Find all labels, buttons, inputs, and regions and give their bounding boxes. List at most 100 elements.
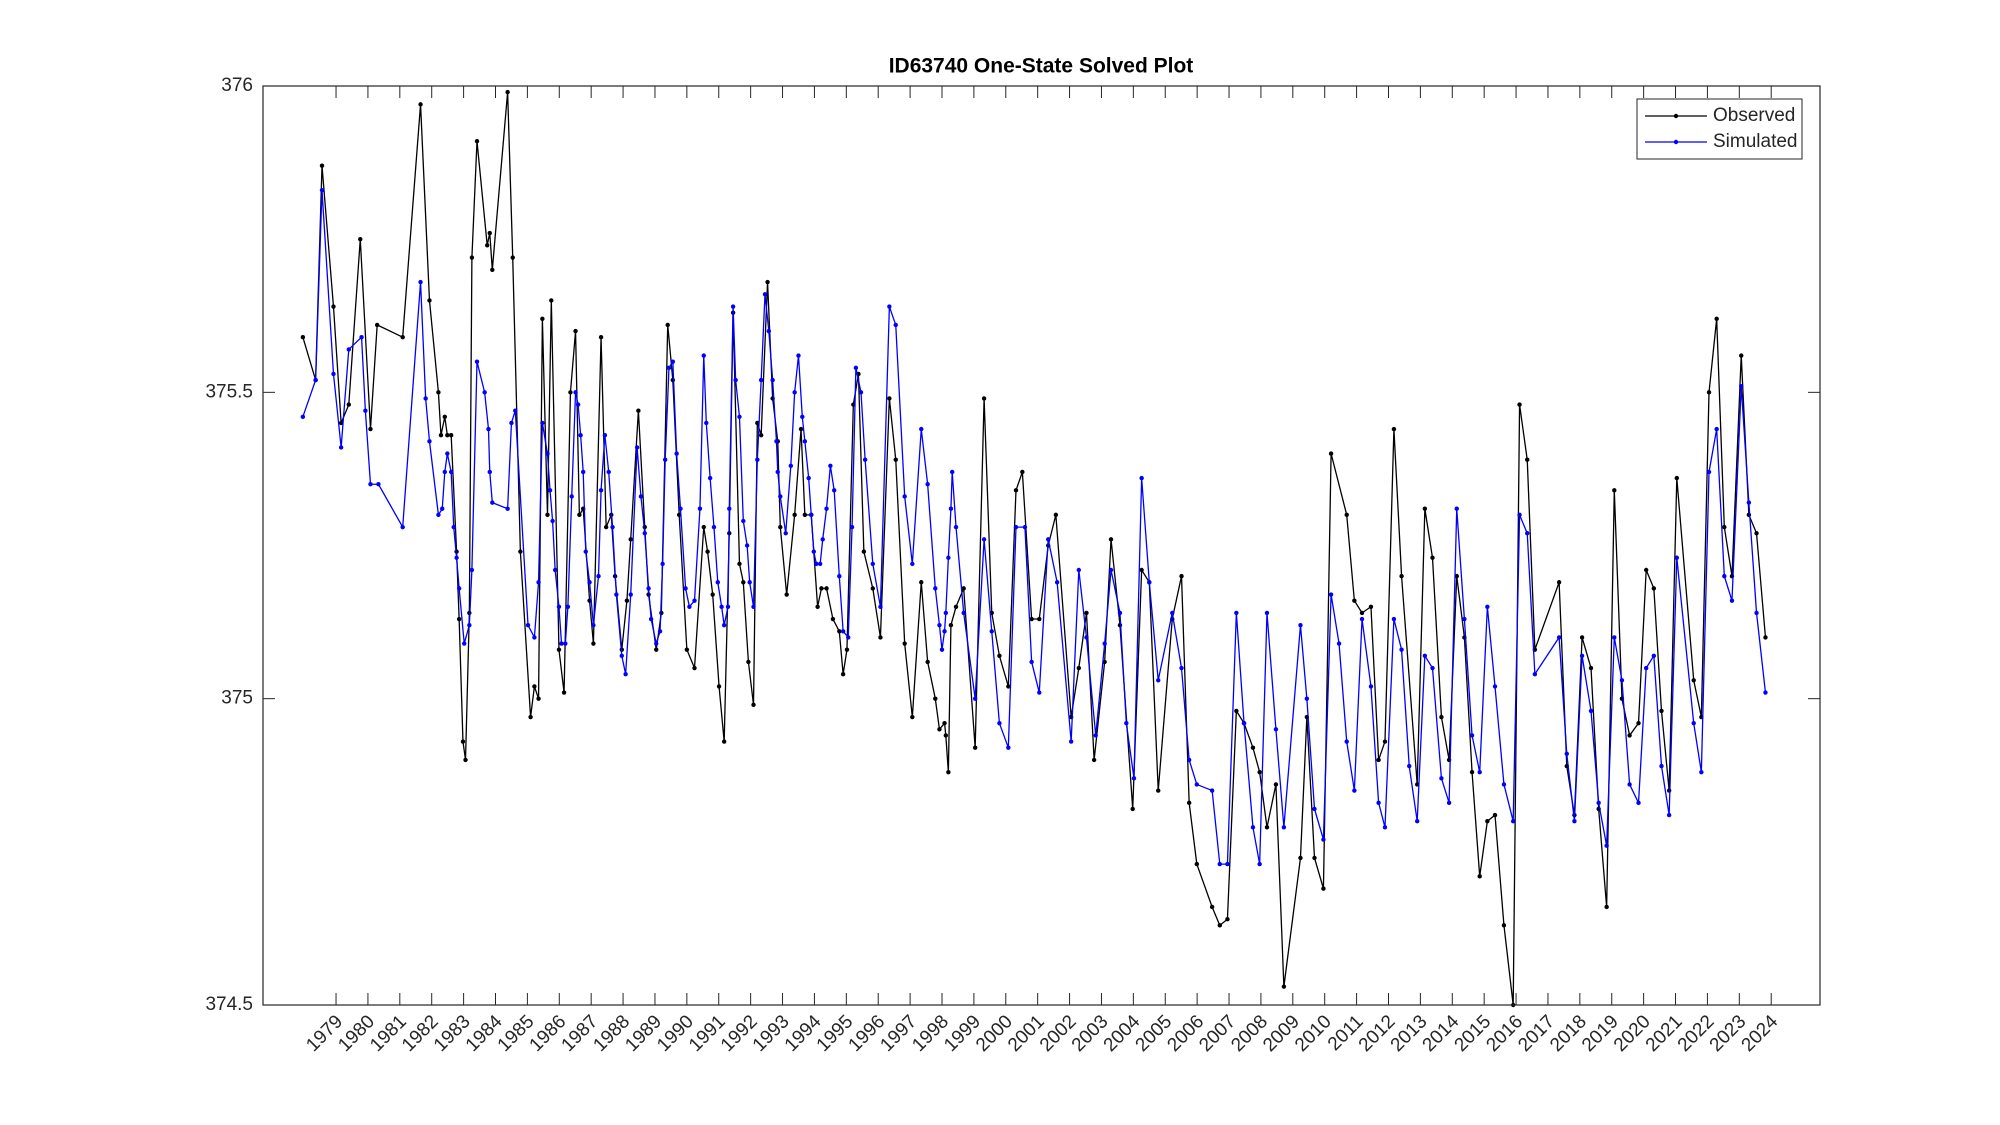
- point-marker: [741, 518, 746, 524]
- point-marker: [733, 377, 738, 383]
- point-marker: [737, 561, 742, 567]
- point-marker: [1304, 696, 1310, 701]
- point-marker: [925, 659, 930, 665]
- point-marker: [1359, 616, 1365, 622]
- point-marker: [961, 586, 966, 591]
- point-marker: [1439, 714, 1444, 720]
- point-marker: [623, 671, 628, 677]
- point-marker: [1469, 769, 1475, 775]
- point-marker: [953, 604, 959, 609]
- point-marker: [313, 377, 318, 383]
- point-marker: [946, 769, 951, 775]
- point-marker: [1020, 469, 1025, 475]
- point-marker: [830, 616, 836, 622]
- point-marker: [346, 402, 351, 407]
- point-marker: [565, 604, 571, 609]
- point-marker: [1399, 573, 1404, 579]
- point-marker: [505, 506, 510, 511]
- point-marker: [1659, 708, 1664, 714]
- point-marker: [715, 580, 720, 585]
- point-marker: [727, 506, 732, 511]
- point-marker: [1139, 567, 1144, 573]
- point-marker: [840, 671, 846, 677]
- point-marker: [331, 304, 336, 309]
- point-marker: [1022, 524, 1028, 530]
- point-marker: [725, 604, 731, 609]
- point-marker: [705, 549, 710, 554]
- point-marker: [1130, 806, 1135, 812]
- point-marker: [758, 377, 764, 383]
- point-marker: [1706, 390, 1712, 395]
- point-marker: [747, 580, 752, 585]
- point-marker: [573, 328, 578, 334]
- point-marker: [1352, 598, 1357, 603]
- point-marker: [1209, 904, 1215, 910]
- point-marker: [665, 322, 670, 328]
- point-marker: [445, 451, 450, 456]
- point-marker: [1699, 769, 1704, 775]
- point-marker: [1013, 488, 1019, 493]
- point-marker: [697, 506, 703, 511]
- point-marker: [603, 524, 609, 530]
- point-marker: [368, 426, 373, 432]
- point-marker: [575, 402, 581, 407]
- point-marker: [1217, 923, 1222, 928]
- point-marker: [910, 714, 915, 720]
- point-marker: [1627, 733, 1632, 738]
- point-marker: [400, 334, 405, 340]
- point-marker: [674, 451, 679, 456]
- point-marker: [467, 622, 472, 628]
- point-marker: [456, 616, 462, 622]
- point-marker: [887, 396, 892, 401]
- point-marker: [1006, 684, 1011, 689]
- point-marker: [1485, 604, 1490, 609]
- point-marker: [943, 610, 949, 616]
- point-marker: [545, 512, 550, 518]
- point-marker: [657, 629, 663, 634]
- point-marker: [1139, 475, 1144, 481]
- point-marker: [1469, 733, 1475, 738]
- point-marker: [300, 414, 306, 420]
- point-marker: [436, 512, 441, 518]
- point-marker: [654, 641, 659, 646]
- point-marker: [1532, 671, 1538, 677]
- point-marker: [583, 549, 588, 554]
- point-marker: [1414, 819, 1420, 824]
- point-marker: [858, 390, 864, 395]
- point-marker: [528, 714, 533, 720]
- point-marker: [997, 720, 1002, 726]
- point-marker: [1376, 800, 1381, 806]
- point-marker: [831, 488, 837, 493]
- point-marker: [1651, 653, 1657, 658]
- point-marker: [1328, 451, 1334, 456]
- point-marker: [331, 371, 336, 377]
- point-marker: [662, 457, 668, 462]
- point-marker: [1619, 678, 1625, 683]
- point-marker: [707, 475, 713, 481]
- point-marker: [817, 561, 823, 567]
- point-marker: [878, 604, 883, 609]
- point-marker: [1517, 402, 1522, 407]
- y-tick-label: 374.5: [205, 994, 253, 1015]
- point-marker: [474, 138, 480, 144]
- point-marker: [1454, 506, 1459, 511]
- point-marker: [1674, 555, 1680, 560]
- point-marker: [1179, 665, 1184, 671]
- point-marker: [552, 567, 558, 573]
- point-marker: [981, 396, 987, 401]
- point-marker: [770, 377, 775, 383]
- point-marker: [1084, 610, 1089, 616]
- point-marker: [518, 549, 523, 554]
- point-marker: [1352, 788, 1357, 793]
- point-marker: [1321, 837, 1326, 842]
- point-marker: [423, 396, 428, 401]
- point-marker: [1439, 776, 1444, 781]
- point-marker: [642, 531, 647, 536]
- point-marker: [1298, 622, 1303, 628]
- point-marker: [619, 653, 624, 658]
- point-marker: [1091, 757, 1097, 763]
- legend-label: Observed: [1713, 105, 1795, 126]
- point-marker: [1579, 653, 1585, 658]
- point-marker: [784, 592, 789, 597]
- point-marker: [448, 433, 454, 438]
